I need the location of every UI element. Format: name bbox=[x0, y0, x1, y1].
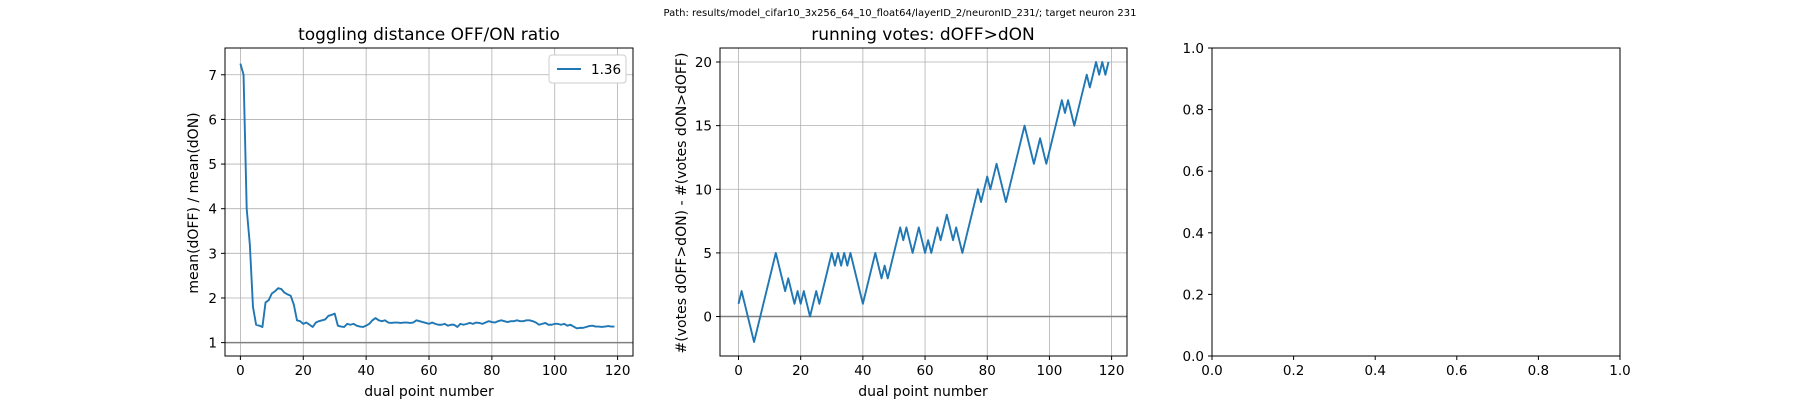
votes-xtick-label: 60 bbox=[916, 363, 933, 379]
panel-votes-title: running votes: dOFF>dON bbox=[811, 25, 1034, 45]
votes-ytick-label: 5 bbox=[703, 246, 712, 262]
ratio-ytick-label: 2 bbox=[208, 291, 217, 307]
empty-ytick-label: 0.4 bbox=[1183, 226, 1204, 242]
panel-votes-xlabel: dual point number bbox=[858, 384, 988, 400]
empty-axes-frame bbox=[1211, 47, 1621, 357]
ratio-xtick-label: 60 bbox=[420, 363, 437, 379]
ratio-legend-box bbox=[548, 54, 627, 84]
votes-xtick-label: 80 bbox=[979, 363, 996, 379]
ratio-ytick-label: 6 bbox=[208, 112, 217, 128]
empty-ytick-label: 0.2 bbox=[1183, 287, 1204, 303]
votes-xtick-label: 120 bbox=[1099, 363, 1125, 379]
votes-axes-frame bbox=[719, 47, 1128, 357]
ratio-legend-label: 1.36 bbox=[591, 62, 621, 78]
empty-xtick-label: 0.0 bbox=[1201, 363, 1222, 379]
empty-ytick-label: 0.8 bbox=[1183, 103, 1204, 119]
empty-xtick-label: 0.8 bbox=[1528, 363, 1549, 379]
ratio-ytick-label: 1 bbox=[208, 336, 217, 352]
votes-xtick-label: 40 bbox=[854, 363, 871, 379]
ratio-ytick-label: 5 bbox=[208, 157, 217, 173]
empty-xtick-label: 0.6 bbox=[1446, 363, 1467, 379]
empty-xtick-label: 1.0 bbox=[1609, 363, 1630, 379]
empty-ytick-label: 0.6 bbox=[1183, 164, 1204, 180]
ratio-series-line-0 bbox=[239, 63, 615, 330]
votes-ytick-label: 0 bbox=[703, 310, 712, 326]
ratio-legend: 1.36 bbox=[548, 54, 627, 84]
votes-xtick-label: 100 bbox=[1037, 363, 1063, 379]
ratio-xtick-label: 100 bbox=[542, 363, 568, 379]
ratio-xtick-label: 20 bbox=[295, 363, 312, 379]
figure-suptitle: Path: results/model_cifar10_3x256_64_10_… bbox=[664, 8, 1137, 19]
panel-empty: 0.0 0.2 0.4 0.6 0.8 1.0 0.0 0.2 0.4 0.6 0.8 1.0 bbox=[1183, 41, 1631, 379]
votes-xtick-label: 20 bbox=[792, 363, 809, 379]
ratio-xtick-label: 120 bbox=[605, 363, 631, 379]
ratio-xtick-label: 0 bbox=[236, 363, 245, 379]
panel-ratio-title: toggling distance OFF/ON ratio bbox=[298, 25, 560, 45]
empty-ytick-label: 1.0 bbox=[1183, 41, 1204, 57]
votes-ytick-label: 10 bbox=[695, 182, 712, 198]
empty-xtick-label: 0.4 bbox=[1364, 363, 1385, 379]
votes-series-line-0 bbox=[737, 61, 1110, 343]
panel-ratio: toggling distance OFF/ON ratio dual poin… bbox=[186, 25, 634, 400]
votes-ytick-label: 20 bbox=[695, 55, 712, 71]
panel-ratio-ylabel: mean(dOFF) / mean(dON) bbox=[186, 112, 202, 293]
panel-ratio-xlabel: dual point number bbox=[364, 384, 494, 400]
empty-xtick-label: 0.2 bbox=[1283, 363, 1304, 379]
empty-ytick-label: 0.0 bbox=[1183, 349, 1204, 365]
votes-xtick-label: 0 bbox=[734, 363, 743, 379]
votes-ytick-label: 15 bbox=[695, 119, 712, 135]
panel-votes: running votes: dOFF>dON dual point numbe… bbox=[674, 25, 1128, 400]
panel-votes-ylabel: #(votes dOFF>dON) - #(votes dON>dOFF) bbox=[674, 53, 690, 354]
ratio-ytick-label: 3 bbox=[208, 246, 217, 262]
ratio-ytick-label: 7 bbox=[208, 68, 217, 84]
ratio-xtick-label: 80 bbox=[483, 363, 500, 379]
ratio-ytick-label: 4 bbox=[208, 202, 217, 218]
ratio-xtick-label: 40 bbox=[358, 363, 375, 379]
